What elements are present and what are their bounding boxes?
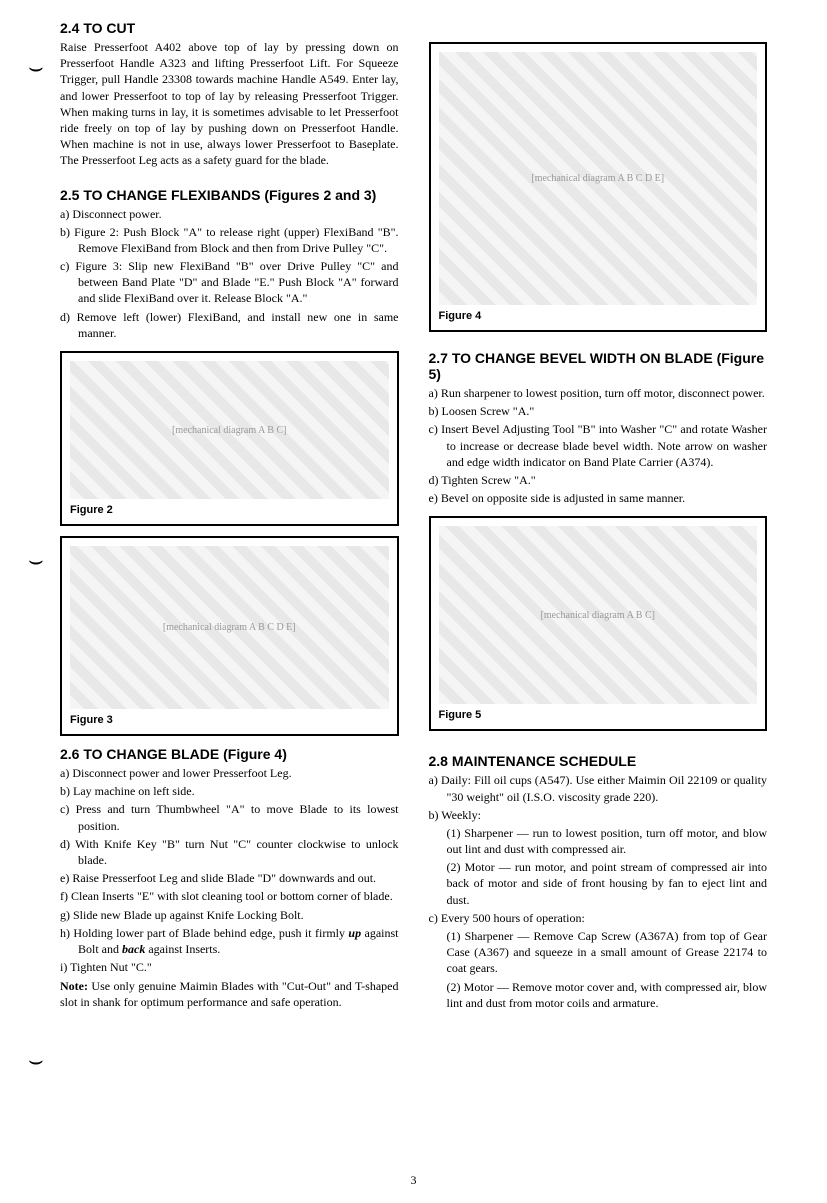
- page-content: 2.4 TO CUT Raise Presserfoot A402 above …: [60, 20, 767, 1013]
- list-item: d) With Knife Key "B" turn Nut "C" count…: [60, 836, 399, 868]
- figure-3-label: Figure 3: [70, 714, 113, 726]
- list-item: a) Run sharpener to lowest position, tur…: [429, 385, 768, 401]
- list-item: a) Daily: Fill oil cups (A547). Use eith…: [429, 772, 768, 804]
- list-item: c) Every 500 hours of operation:: [429, 910, 768, 926]
- emphasis: up: [348, 926, 361, 940]
- page-number: 3: [411, 1173, 417, 1188]
- list-item: d) Tighten Screw "A.": [429, 472, 768, 488]
- section-heading-2-6: 2.6 TO CHANGE BLADE (Figure 4): [60, 746, 399, 762]
- figure-5-box: [mechanical diagram A B C] Figure 5: [429, 516, 768, 731]
- figure-3-box: [mechanical diagram A B C D E] Figure 3: [60, 536, 399, 736]
- section-heading-2-7: 2.7 TO CHANGE BEVEL WIDTH ON BLADE (Figu…: [429, 350, 768, 382]
- list-item: a) Disconnect power.: [60, 206, 399, 222]
- list-item: b) Figure 2: Push Block "A" to release r…: [60, 224, 399, 256]
- text: h) Holding lower part of Blade behind ed…: [60, 926, 348, 940]
- sub-item: (1) Sharpener — Remove Cap Screw (A367A)…: [429, 928, 768, 977]
- list-item: b) Weekly:: [429, 807, 768, 823]
- figure-5-diagram: [mechanical diagram A B C]: [439, 526, 758, 704]
- right-column: [mechanical diagram A B C D E] Figure 4 …: [429, 20, 768, 1013]
- left-column: 2.4 TO CUT Raise Presserfoot A402 above …: [60, 20, 404, 1013]
- list-item: b) Lay machine on left side.: [60, 783, 399, 799]
- note-body: Use only genuine Maimin Blades with "Cut…: [60, 979, 399, 1009]
- list-item: e) Bevel on opposite side is adjusted in…: [429, 490, 768, 506]
- list-item: e) Raise Presserfoot Leg and slide Blade…: [60, 870, 399, 886]
- emphasis: back: [122, 942, 145, 956]
- list-item: b) Loosen Screw "A.": [429, 403, 768, 419]
- section-body-2-4: Raise Presserfoot A402 above top of lay …: [60, 39, 399, 169]
- scan-artifact-curve: ⌣: [28, 548, 44, 575]
- list-item: i) Tighten Nut "C.": [60, 959, 399, 975]
- note-label: Note:: [60, 979, 88, 993]
- sub-item: (1) Sharpener — run to lowest position, …: [429, 825, 768, 857]
- figure-2-box: [mechanical diagram A B C] Figure 2: [60, 351, 399, 526]
- scan-artifact-curve: ⌣: [28, 1048, 44, 1075]
- list-item: d) Remove left (lower) FlexiBand, and in…: [60, 309, 399, 341]
- scan-artifact-curve: ⌣: [28, 55, 44, 82]
- list-item: c) Press and turn Thumbwheel "A" to move…: [60, 801, 399, 833]
- figure-4-box: [mechanical diagram A B C D E] Figure 4: [429, 42, 768, 332]
- sub-item: (2) Motor — Remove motor cover and, with…: [429, 979, 768, 1011]
- section-heading-2-5: 2.5 TO CHANGE FLEXIBANDS (Figures 2 and …: [60, 187, 399, 203]
- text: against Inserts.: [145, 942, 220, 956]
- figure-4-label: Figure 4: [439, 310, 482, 322]
- figure-4-diagram: [mechanical diagram A B C D E]: [439, 52, 758, 305]
- list-item-h: h) Holding lower part of Blade behind ed…: [60, 925, 399, 957]
- figure-2-label: Figure 2: [70, 504, 113, 516]
- figure-3-diagram: [mechanical diagram A B C D E]: [70, 546, 389, 709]
- list-item: c) Figure 3: Slip new FlexiBand "B" over…: [60, 258, 399, 307]
- figure-5-label: Figure 5: [439, 709, 482, 721]
- list-item: f) Clean Inserts "E" with slot cleaning …: [60, 888, 399, 904]
- section-heading-2-4: 2.4 TO CUT: [60, 20, 399, 36]
- figure-2-diagram: [mechanical diagram A B C]: [70, 361, 389, 499]
- list-item: c) Insert Bevel Adjusting Tool "B" into …: [429, 421, 768, 470]
- note-2-6: Note: Use only genuine Maimin Blades wit…: [60, 978, 399, 1010]
- sub-item: (2) Motor — run motor, and point stream …: [429, 859, 768, 908]
- list-item: a) Disconnect power and lower Presserfoo…: [60, 765, 399, 781]
- list-item: g) Slide new Blade up against Knife Lock…: [60, 907, 399, 923]
- section-heading-2-8: 2.8 MAINTENANCE SCHEDULE: [429, 753, 768, 769]
